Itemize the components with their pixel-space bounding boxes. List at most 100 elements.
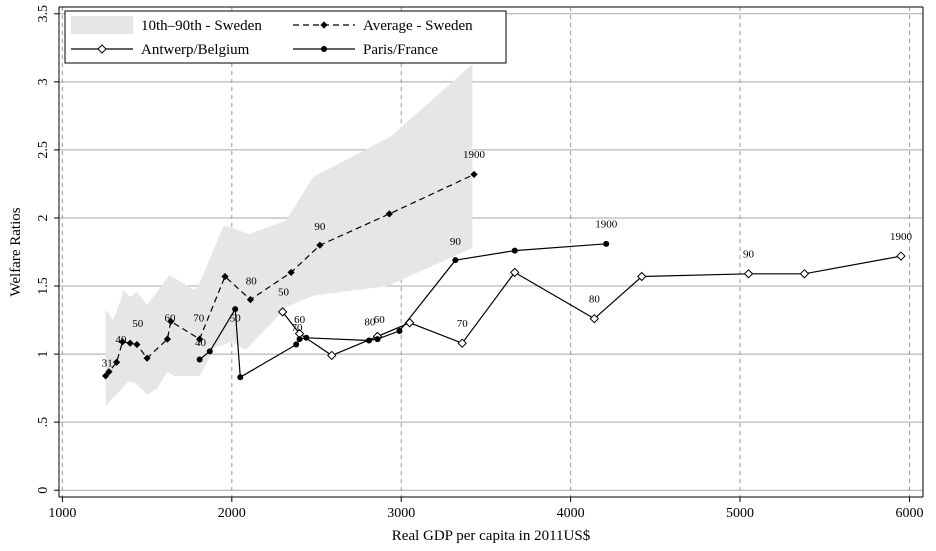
y-tick-label: 1.5	[36, 277, 51, 295]
y-tick-label: 3.5	[36, 5, 51, 23]
data-point-sweden	[385, 210, 393, 218]
data-point-paris	[452, 257, 459, 264]
point-label: 90	[743, 248, 755, 260]
data-point-antwerp	[896, 251, 906, 261]
y-tick-label: 2	[36, 214, 51, 221]
legend-key-sweden	[293, 21, 355, 29]
point-label: 50	[230, 312, 242, 324]
y-tick-label: 0	[36, 487, 51, 494]
point-label: 60	[374, 314, 386, 326]
point-label: 80	[589, 293, 601, 305]
data-point-sweden	[126, 339, 134, 347]
y-tick-label: 2.5	[36, 141, 51, 159]
legend-box	[64, 10, 507, 64]
point-label: 80	[246, 276, 258, 288]
data-point-sweden	[118, 338, 127, 346]
y-tick-label: 1	[36, 351, 51, 358]
point-label: 40	[195, 337, 207, 349]
point-label: 1900	[890, 231, 913, 243]
point-label: 70	[193, 312, 205, 324]
y-axis-title: Welfare Ratios	[8, 207, 24, 296]
legend-swatch-band	[71, 16, 133, 34]
data-point-sweden	[470, 170, 478, 179]
data-point-antwerp	[510, 267, 520, 278]
data-point-paris	[237, 374, 244, 381]
data-point-paris	[396, 327, 403, 334]
point-label: 50	[132, 318, 144, 330]
data-point-paris	[303, 334, 310, 341]
legend-swatch-marker	[97, 44, 107, 54]
point-label: 90	[450, 236, 462, 248]
data-point-sweden	[221, 272, 229, 281]
data-point-paris	[374, 336, 381, 343]
series-paris	[196, 240, 610, 381]
legend-label: 10th–90th - Sweden	[141, 18, 262, 34]
point-label: 70	[292, 322, 304, 334]
y-tick-label: .5	[36, 417, 51, 428]
data-point-paris	[603, 240, 610, 247]
data-point-sweden	[133, 340, 141, 349]
x-tick-label: 2000	[218, 506, 246, 521]
point-label: 1900	[595, 219, 618, 231]
data-point-paris	[296, 336, 303, 343]
series-line-sweden	[105, 173, 475, 377]
point-label: 60	[164, 312, 176, 324]
band-area	[105, 64, 473, 406]
data-point-paris	[293, 341, 300, 348]
legend-key-antwerp	[71, 44, 133, 54]
point-label: 1900	[463, 149, 486, 161]
data-point-antwerp	[589, 313, 600, 324]
x-tick-label: 4000	[557, 506, 585, 521]
legend-key-paris	[293, 46, 355, 52]
data-point-sweden	[113, 358, 121, 366]
data-point-sweden	[287, 268, 295, 277]
data-point-sweden	[143, 354, 151, 362]
data-point-sweden	[167, 317, 175, 326]
data-point-antwerp	[457, 338, 467, 348]
data-point-antwerp	[277, 307, 288, 317]
point-label: 31	[102, 357, 113, 369]
data-point-sweden	[196, 335, 204, 343]
data-point-antwerp	[743, 269, 754, 279]
x-tick-label: 5000	[726, 506, 754, 521]
legend-label: Average - Sweden	[363, 18, 473, 34]
point-label: 40	[115, 334, 127, 346]
data-point-sweden	[163, 335, 172, 343]
data-point-antwerp	[799, 269, 810, 279]
point-label: 50	[278, 287, 290, 299]
series-line-antwerp	[282, 255, 902, 357]
data-point-antwerp	[637, 271, 647, 282]
legend-swatch-marker	[321, 46, 327, 52]
point-label: 70	[457, 318, 469, 330]
point-label: 80	[364, 317, 376, 329]
data-point-paris	[366, 337, 373, 344]
axes: 0 .5 1 1.5 2 2.5 3 3.5 1000 2000 3000 4000 5000 6000	[36, 5, 924, 521]
data-point-antwerp	[327, 350, 337, 361]
x-axis-title: Real GDP per capita in 2011US$	[392, 528, 591, 544]
data-point-paris	[232, 306, 239, 313]
series-lines	[101, 170, 906, 381]
x-tick-label: 3000	[387, 506, 415, 521]
plot-area-background	[59, 7, 923, 497]
point-label: 60	[294, 314, 306, 326]
x-tick-label: 1000	[48, 506, 76, 521]
legend-label: Paris/France	[363, 42, 438, 58]
sweden-percentile-band	[105, 64, 473, 406]
data-point-paris	[511, 247, 518, 254]
legend-key-band	[71, 16, 133, 34]
point-label: 90	[314, 221, 326, 233]
data-point-sweden	[246, 296, 255, 304]
data-point-paris	[206, 348, 213, 355]
legend-swatch-marker	[320, 21, 328, 29]
series-sweden	[101, 170, 478, 380]
legend-label: Antwerp/Belgium	[141, 42, 250, 58]
data-point-paris	[196, 356, 203, 363]
data-point-sweden	[105, 368, 113, 376]
y-tick-label: 3	[36, 78, 51, 85]
data-point-sweden	[101, 372, 110, 380]
legend: 10th–90th - Sweden Average - Sweden Antwer…	[64, 10, 507, 64]
x-tick-label: 6000	[895, 506, 923, 521]
data-point-sweden	[316, 241, 324, 249]
